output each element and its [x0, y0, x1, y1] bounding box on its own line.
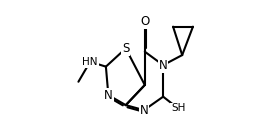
- Text: SH: SH: [171, 103, 185, 113]
- Text: O: O: [140, 15, 149, 28]
- Text: N: N: [104, 89, 113, 102]
- Text: S: S: [122, 42, 129, 55]
- Text: HN: HN: [82, 57, 98, 67]
- Text: N: N: [159, 59, 168, 72]
- Text: N: N: [140, 104, 148, 117]
